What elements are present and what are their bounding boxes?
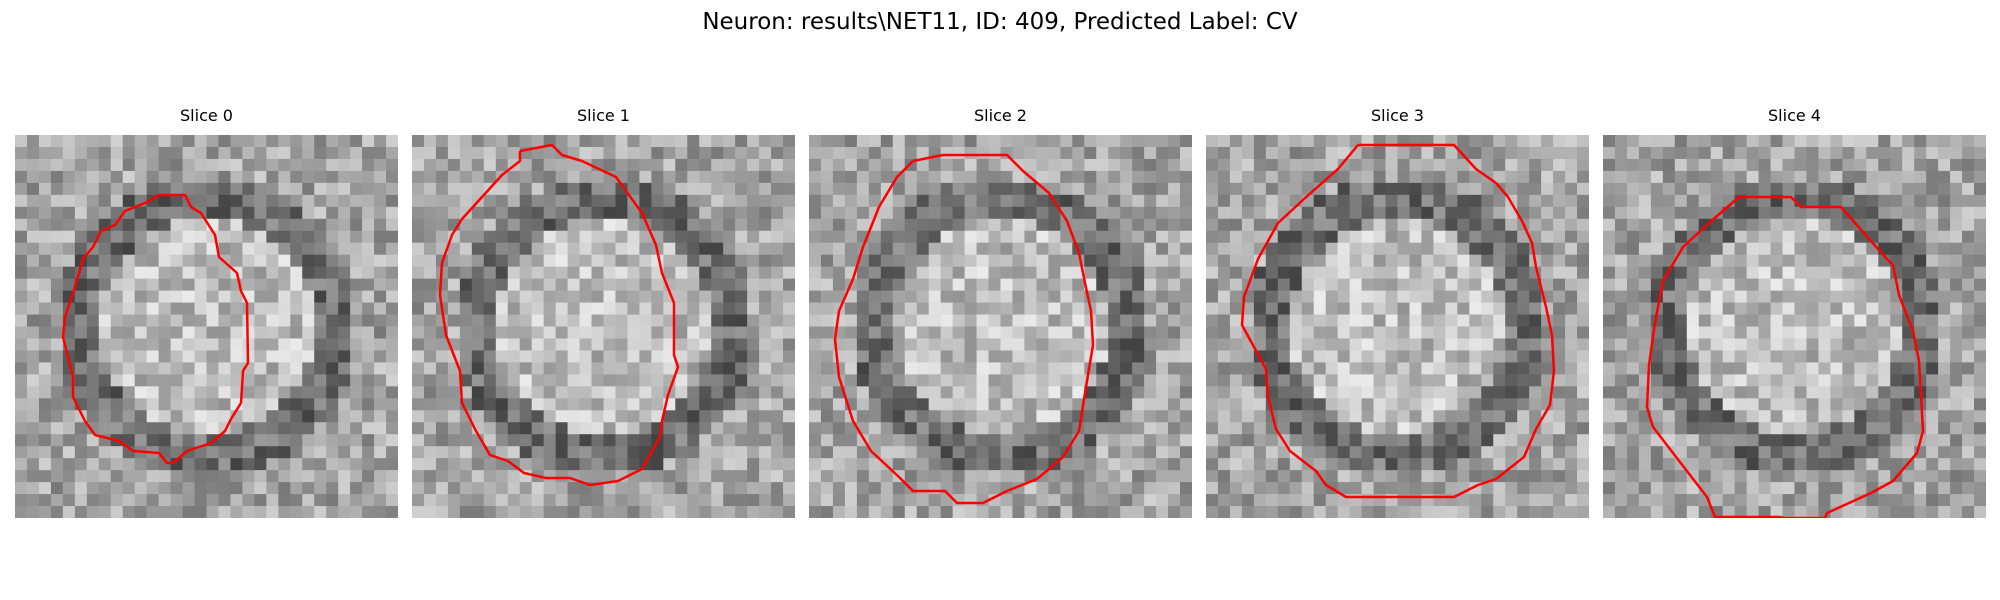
slice-image-2: [809, 135, 1192, 518]
pixel-grid: [15, 135, 398, 518]
slice-title-1: Slice 1: [577, 106, 630, 125]
contour-outline: [833, 153, 1095, 505]
contour-outline: [438, 143, 680, 487]
contour-outline: [1645, 195, 1925, 518]
slice-image-0: [15, 135, 398, 518]
slice-image-1: [412, 135, 795, 518]
pixel-grid: [1603, 135, 1986, 518]
pixel-grid: [1206, 135, 1589, 518]
slice-image-4: [1603, 135, 1986, 518]
slice-title-4: Slice 4: [1768, 106, 1821, 125]
slice-title-0: Slice 0: [180, 106, 233, 125]
contour-outline: [1240, 143, 1556, 499]
pixel-grid: [412, 135, 795, 518]
figure-title: Neuron: results\NET11, ID: 409, Predicte…: [702, 9, 1298, 35]
slice-title-2: Slice 2: [974, 106, 1027, 125]
pixel-grid: [809, 135, 1192, 518]
slice-image-3: [1206, 135, 1589, 518]
slice-title-3: Slice 3: [1371, 106, 1424, 125]
contour-outline: [61, 193, 250, 465]
